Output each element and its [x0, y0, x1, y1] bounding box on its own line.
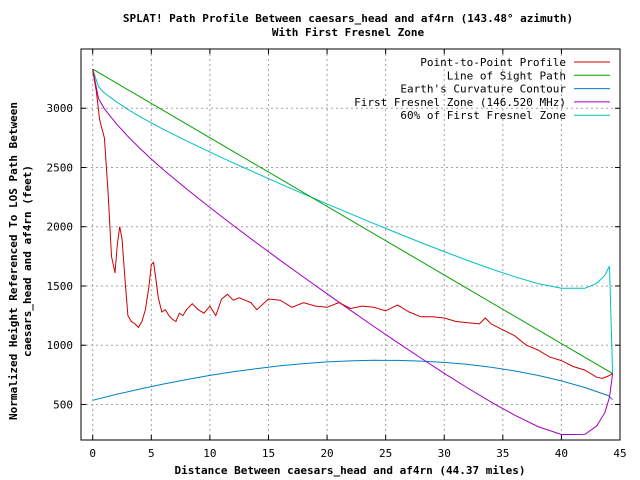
series-line-1	[92, 68, 613, 375]
legend-label: Line of Sight Path	[447, 69, 566, 82]
legend-label: Point-to-Point Profile	[420, 56, 566, 69]
y-axis-label-line1: Normalized Height Referenced To LOS Path…	[7, 102, 20, 420]
x-tick-label: 25	[379, 447, 392, 460]
series-line-0	[92, 70, 613, 379]
plot-frame	[80, 48, 621, 441]
y-tick-label: 1500	[47, 280, 74, 293]
y-tick-label: 1000	[47, 339, 74, 352]
y-axis-label-line2: caesars_head and af4rn (feet)	[21, 165, 34, 357]
y-tick-label: 2000	[47, 221, 74, 234]
legend-label: First Fresnel Zone (146.520 MHz)	[354, 96, 566, 109]
x-tick-label: 40	[555, 447, 568, 460]
x-tick-label: 20	[320, 447, 333, 460]
series-line-3	[92, 69, 614, 436]
x-tick-label: 5	[148, 447, 155, 460]
series-line-4	[92, 68, 614, 374]
chart-subtitle: With First Fresnel Zone	[272, 26, 425, 39]
ticks: 0 5 10 15 20 25 30 35 40 45 500 1000 1500 2000 2500 300…	[47, 49, 627, 460]
series-line-2	[92, 359, 613, 401]
x-tick-label: 0	[89, 447, 96, 460]
x-tick-label: 35	[496, 447, 509, 460]
x-tick-label: 15	[262, 447, 275, 460]
x-tick-label: 45	[613, 447, 626, 460]
y-tick-label: 500	[53, 398, 73, 411]
x-tick-label: 10	[203, 447, 216, 460]
x-axis-label: Distance Between caesars_head and af4rn …	[175, 464, 526, 477]
legend-label: Earth's Curvature Contour	[400, 83, 566, 96]
series-group	[92, 68, 614, 436]
x-tick-label: 30	[438, 447, 451, 460]
chart-title: SPLAT! Path Profile Between caesars_head…	[123, 12, 573, 25]
legend-label: 60% of First Fresnel Zone	[400, 109, 566, 122]
y-tick-label: 2500	[47, 161, 74, 174]
y-tick-label: 3000	[47, 102, 74, 115]
